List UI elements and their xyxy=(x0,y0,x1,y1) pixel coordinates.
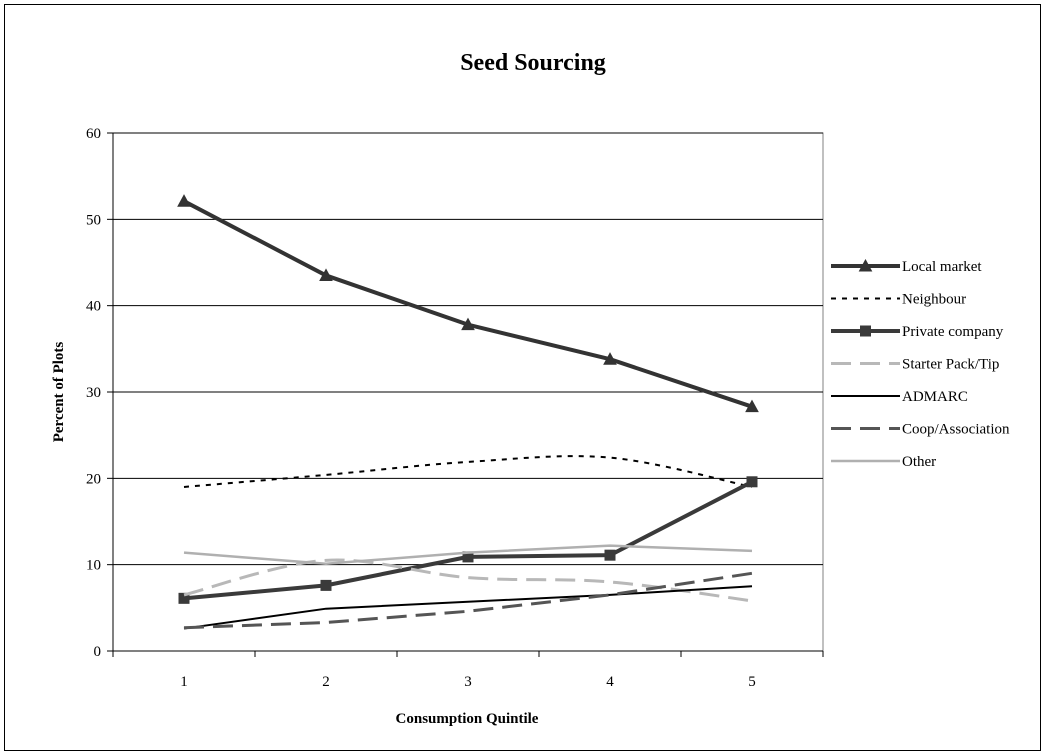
chart-frame xyxy=(4,4,1041,751)
x-axis-title: Consumption Quintile xyxy=(396,711,539,727)
legend-label-admarc: ADMARC xyxy=(902,389,968,405)
series-line-coop-association xyxy=(183,571,753,630)
legend-label-private-company: Private company xyxy=(902,324,1004,340)
chart-title: Seed Sourcing xyxy=(460,50,606,76)
y-tick-label-0: 0 xyxy=(94,644,102,660)
x-tick-label-3: 3 xyxy=(464,674,472,690)
series-private-company xyxy=(178,476,758,604)
data-point-local-market-4 xyxy=(603,352,617,365)
legend-label-starter-pack-tip: Starter Pack/Tip xyxy=(902,357,999,373)
y-tick-label-30: 30 xyxy=(86,385,101,401)
y-tick-label-50: 50 xyxy=(86,212,101,228)
y-axis-title: Percent of Plots xyxy=(51,342,67,443)
series-neighbour xyxy=(183,455,753,488)
legend-label-coop-association: Coop/Association xyxy=(902,422,1010,438)
legend-marker-private-company xyxy=(860,325,871,337)
y-tick-label-40: 40 xyxy=(86,299,101,315)
series-line-other xyxy=(183,544,753,566)
x-tick-label-4: 4 xyxy=(606,674,614,690)
data-point-local-market-1 xyxy=(177,194,191,207)
data-point-local-market-3 xyxy=(461,317,475,331)
series-line-neighbour xyxy=(183,455,753,488)
series-line-starter-pack-tip xyxy=(183,558,753,603)
series-other xyxy=(183,544,753,566)
x-tick-label-1: 1 xyxy=(180,674,188,690)
series-starter-pack-tip xyxy=(183,558,753,603)
y-tick-label-10: 10 xyxy=(86,558,101,574)
axes: 0 10 20 30 40 50 60 1 2 3 4 5 xyxy=(86,126,824,690)
series-line-private-company xyxy=(183,480,753,601)
x-tick-label-2: 2 xyxy=(322,674,330,690)
legend-label-neighbour: Neighbour xyxy=(902,292,966,308)
data-point-private-company-1 xyxy=(178,592,190,604)
series-line-local-market xyxy=(183,199,753,409)
series-group xyxy=(177,194,759,630)
series-admarc xyxy=(183,585,753,630)
data-point-private-company-2 xyxy=(320,579,332,591)
data-point-private-company-4 xyxy=(604,549,616,561)
gridlines xyxy=(112,132,824,652)
y-tick-label-20: 20 xyxy=(86,471,101,487)
series-line-admarc xyxy=(183,585,753,630)
legend-label-local-market: Local market xyxy=(902,259,982,275)
series-coop-association xyxy=(183,571,753,630)
series-local-market xyxy=(177,194,759,413)
data-point-local-market-5 xyxy=(745,399,759,413)
legend: Local market Neighbour Private company Star… xyxy=(831,258,1010,470)
data-point-local-market-2 xyxy=(319,268,333,281)
data-point-private-company-5 xyxy=(746,476,758,488)
legend-label-other: Other xyxy=(902,454,936,470)
legend-marker-local-market xyxy=(858,258,873,272)
y-tick-label-60: 60 xyxy=(86,126,101,142)
x-tick-label-5: 5 xyxy=(748,674,756,690)
